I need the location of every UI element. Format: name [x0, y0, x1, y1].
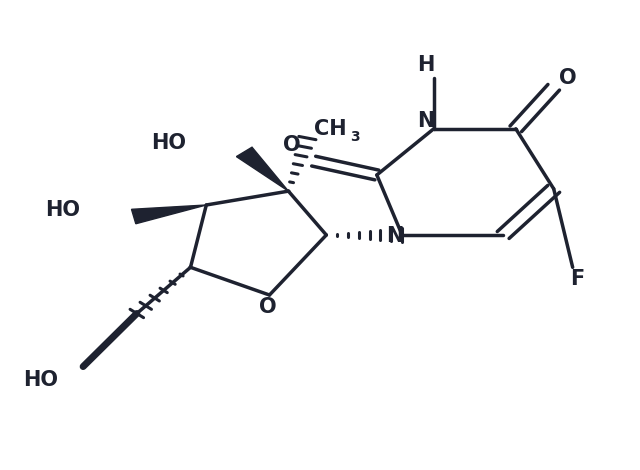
Text: HO: HO — [45, 200, 80, 219]
Text: O: O — [559, 68, 577, 88]
Text: O: O — [259, 297, 277, 317]
Text: CH: CH — [314, 119, 346, 139]
Polygon shape — [236, 147, 289, 191]
Text: O: O — [283, 135, 300, 155]
Polygon shape — [131, 205, 206, 224]
Text: HO: HO — [23, 370, 58, 391]
Text: N: N — [417, 110, 435, 131]
Text: F: F — [571, 269, 585, 289]
Text: N: N — [386, 226, 403, 246]
Text: 3: 3 — [350, 130, 360, 144]
Text: H: H — [417, 55, 435, 75]
Text: HO: HO — [151, 133, 186, 153]
